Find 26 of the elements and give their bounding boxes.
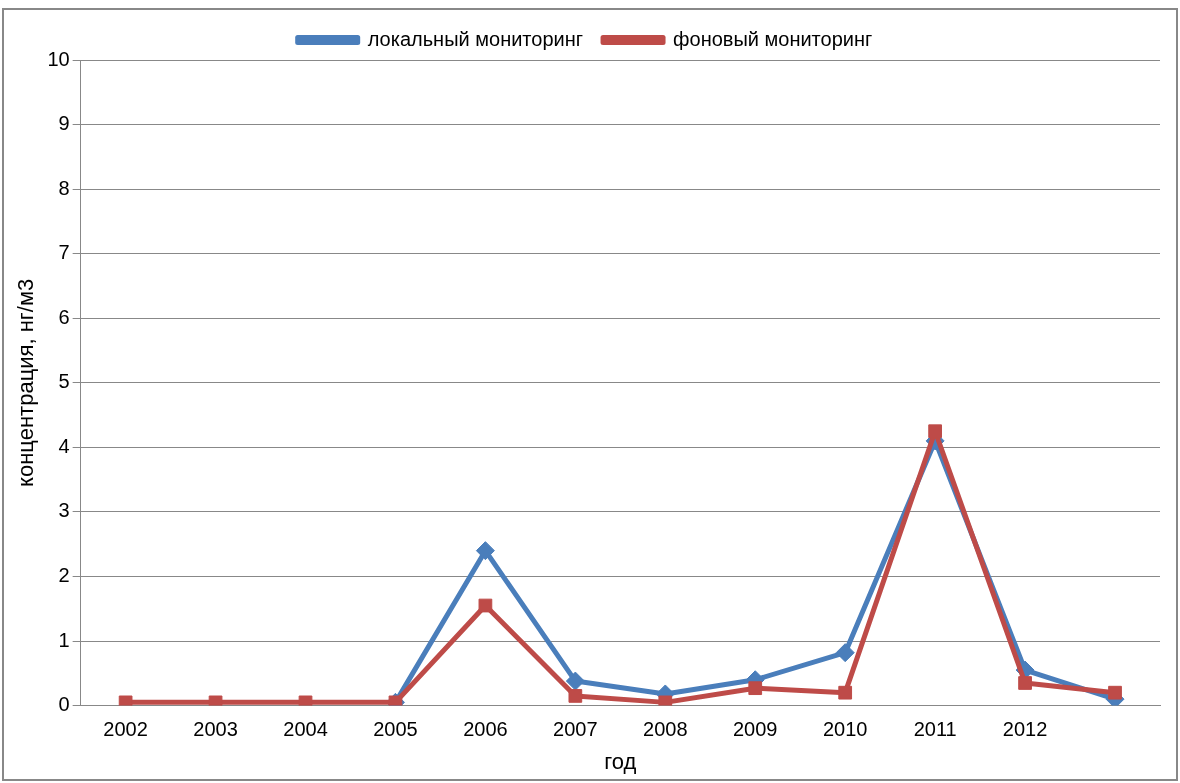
x-tick-label: 2010 [822,718,868,741]
x-tick-label: 2006 [463,718,508,741]
y-tick-label: 4 [58,434,70,457]
y-tick-label: 5 [58,370,70,393]
y-tick-label: 10 [47,47,70,70]
x-tick-label: 2011 [913,718,957,741]
x-tick-label: 2005 [373,718,418,741]
y-tick-label: 3 [58,499,70,522]
legend-label: локальный мониторинг [367,27,584,50]
x-tick-label: 2009 [732,718,778,741]
y-tick-label: 1 [58,628,70,651]
x-tick-label: 2012 [1002,718,1048,741]
x-tick-label: 2004 [283,718,328,741]
y-axis-title: концентрация, нг/м3 [13,278,39,487]
x-tick-label: 2008 [643,718,688,741]
x-axis-title: год [604,748,637,774]
y-tick-label: 8 [58,176,70,199]
y-tick-label: 2 [58,564,70,586]
y-tick-label: 7 [58,241,70,264]
y-tick-label: 6 [58,305,70,328]
x-tick-label: 2007 [553,718,598,741]
x-tick-label: 2003 [193,718,238,741]
y-tick-label: 0 [58,693,70,716]
x-tick-label: 2002 [103,718,148,741]
legend-label: фоновый мониторинг [673,27,873,50]
y-tick-label: 9 [58,112,70,135]
